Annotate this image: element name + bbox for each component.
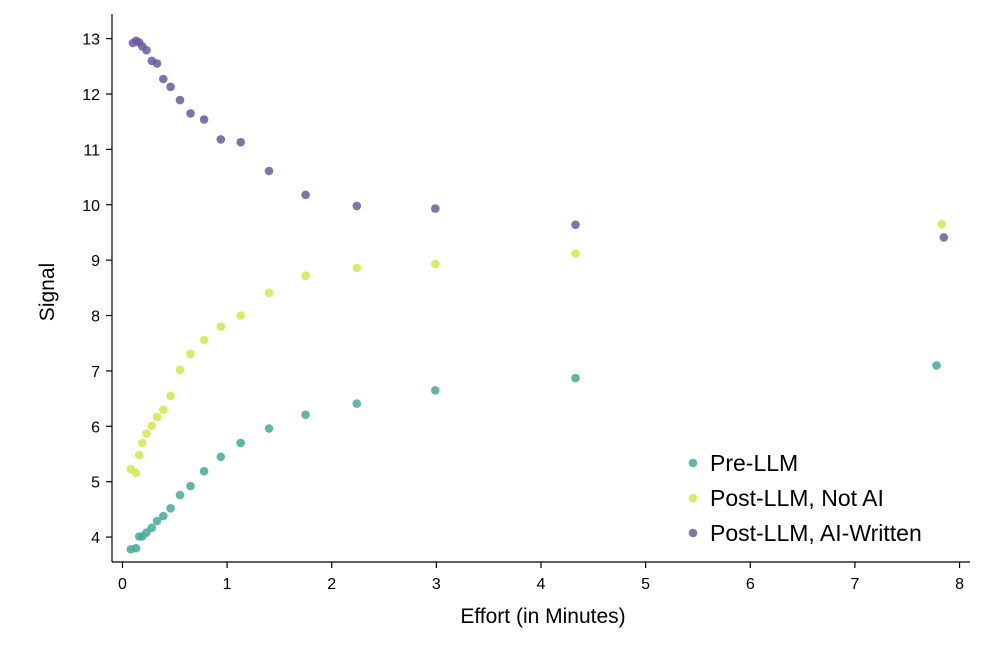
x-axis-label: Effort (in Minutes)	[460, 605, 625, 628]
legend-marker	[688, 493, 698, 503]
y-tick-label: 8	[91, 309, 100, 326]
data-point	[301, 271, 310, 281]
data-point	[175, 490, 185, 500]
series-2	[128, 36, 949, 242]
data-point	[175, 365, 185, 375]
x-tick-label: 0	[118, 576, 127, 593]
data-point	[264, 166, 274, 176]
legend-marker	[688, 458, 698, 468]
data-point	[939, 233, 949, 242]
data-point	[932, 361, 941, 370]
data-point	[571, 220, 580, 229]
x-tick-label: 1	[223, 576, 232, 593]
data-point	[199, 466, 209, 476]
legend-label: Post-LLM, AI-Written	[710, 520, 922, 546]
data-point	[147, 421, 157, 431]
x-tick-label: 7	[850, 576, 859, 593]
data-point	[264, 288, 274, 298]
data-point	[216, 322, 226, 331]
y-tick-label: 7	[91, 364, 100, 381]
data-point	[216, 452, 226, 462]
data-point	[152, 59, 162, 68]
data-point	[571, 373, 580, 383]
data-point	[131, 468, 141, 478]
data-point	[431, 204, 440, 213]
data-point	[134, 450, 144, 460]
data-points	[126, 36, 949, 554]
data-point	[152, 412, 162, 422]
data-point	[352, 201, 362, 211]
data-point	[147, 523, 157, 532]
data-point	[264, 424, 274, 433]
data-point	[159, 405, 168, 415]
y-tick-label: 6	[91, 419, 100, 436]
data-point	[352, 399, 362, 408]
data-point	[571, 249, 580, 258]
data-point	[186, 109, 195, 118]
data-point	[301, 410, 310, 420]
x-tick-label: 8	[955, 576, 964, 593]
legend-marker	[688, 528, 698, 538]
data-point	[199, 115, 209, 124]
data-point	[301, 190, 310, 200]
data-point	[166, 391, 175, 401]
data-point	[186, 481, 195, 491]
data-point	[431, 259, 440, 269]
data-point	[159, 511, 168, 521]
data-point	[159, 74, 168, 84]
y-tick-label: 4	[91, 530, 100, 547]
y-axis-label: Signal	[36, 263, 59, 321]
data-point	[236, 137, 245, 147]
legend-label: Pre-LLM	[710, 450, 798, 476]
y-tick-label: 10	[82, 198, 100, 215]
data-point	[142, 45, 151, 55]
data-point	[352, 263, 362, 273]
x-tick-label: 2	[327, 576, 336, 593]
x-tick-label: 6	[746, 576, 755, 593]
y-tick-label: 5	[91, 475, 100, 492]
data-point	[131, 543, 141, 553]
data-point	[236, 438, 245, 448]
x-tick-label: 5	[641, 576, 650, 593]
data-point	[186, 349, 195, 359]
data-point	[142, 429, 151, 438]
series-0	[126, 361, 941, 554]
data-point	[166, 82, 175, 92]
x-tick-label: 4	[537, 576, 546, 593]
x-tick-label: 3	[432, 576, 441, 593]
data-point	[236, 311, 245, 320]
legend-label: Post-LLM, Not AI	[710, 485, 884, 511]
data-point	[138, 438, 147, 448]
y-tick-label: 9	[91, 253, 100, 270]
y-tick-label: 12	[82, 87, 100, 104]
data-point	[937, 219, 946, 229]
y-tick-label: 13	[82, 32, 100, 49]
legend: Pre-LLM Post-LLM, Not AI Post-LLM, AI-Writ…	[688, 450, 922, 546]
data-point	[175, 95, 185, 105]
series-1	[126, 219, 946, 478]
data-point	[152, 516, 162, 526]
y-tick-label: 11	[83, 142, 100, 159]
data-point	[431, 386, 440, 395]
data-point	[216, 135, 226, 144]
data-point	[166, 504, 175, 513]
data-point	[199, 335, 209, 345]
